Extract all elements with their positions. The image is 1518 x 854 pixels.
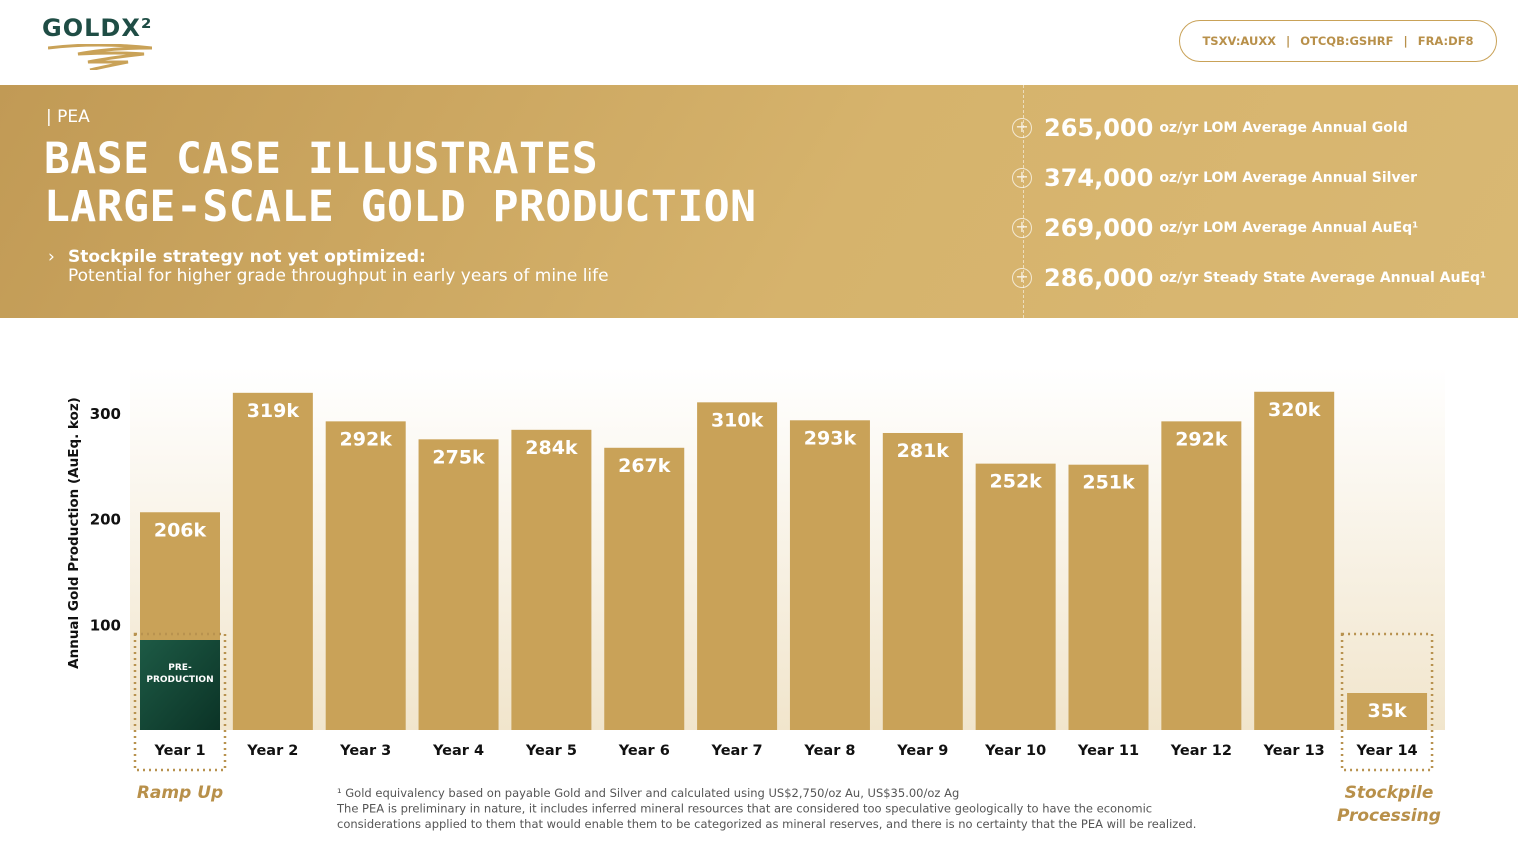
value-label: 292k	[1175, 428, 1228, 450]
x-tick-label: Year 8	[803, 743, 855, 759]
value-label: 319k	[247, 400, 300, 422]
bar	[1068, 464, 1149, 730]
value-label: 252k	[990, 471, 1043, 493]
x-tick-label: Year 12	[1170, 743, 1232, 759]
dotted-frame	[133, 632, 227, 772]
pre-production-block	[140, 640, 220, 730]
divider	[1023, 85, 1024, 318]
bar	[1254, 391, 1335, 730]
stat: +265,000 oz/yr LOM Average Annual Gold	[1012, 103, 1486, 153]
plus-icon: +	[1012, 118, 1032, 138]
x-tick-label: Year 14	[1355, 743, 1417, 759]
y-tick-label: 300	[90, 405, 121, 423]
bar	[604, 447, 685, 730]
bar	[1347, 693, 1428, 730]
value-label: 293k	[804, 427, 857, 449]
bar	[975, 463, 1056, 730]
plus-icon: +	[1012, 268, 1032, 288]
title-line: BASE CASE ILLUSTRATES	[44, 134, 599, 184]
x-tick-label: Year 10	[984, 743, 1046, 759]
title-line: LARGE-SCALE GOLD PRODUCTION	[44, 182, 757, 232]
value-label: 284k	[525, 437, 578, 459]
x-tick-label: Year 9	[896, 743, 948, 759]
title: BASE CASE ILLUSTRATES LARGE-SCALE GOLD P…	[44, 135, 756, 231]
value-label: 35k	[1368, 700, 1407, 722]
ticker-pill: TSXV:AUXX | OTCQB:GSHRF | FRA:DF8	[1179, 20, 1497, 62]
bullet: › Stockpile strategy not yet optimized: …	[48, 247, 609, 286]
kicker-text: PEA	[57, 107, 90, 127]
pre-production-label: PRE-PRODUCTION	[146, 663, 213, 685]
footnote: The PEA is preliminary in nature, it inc…	[336, 802, 1152, 816]
x-tick-label: Year 5	[525, 743, 577, 759]
x-tick-label: Year 11	[1077, 743, 1139, 759]
annotation: Stockpile Processing	[1337, 783, 1441, 826]
stats: +265,000 oz/yr LOM Average Annual Gold +37…	[1012, 103, 1486, 303]
value-label: 320k	[1268, 399, 1321, 421]
annotation: Ramp Up	[137, 783, 223, 803]
bar	[325, 421, 406, 730]
footnote: ¹ Gold equivalency based on payable Gold…	[337, 786, 959, 800]
bar	[697, 402, 778, 730]
x-tick-label: Year 1	[153, 743, 205, 759]
stat-text: oz/yr LOM Average Annual Silver	[1159, 170, 1417, 186]
bar	[418, 439, 499, 730]
logo-wave	[48, 44, 152, 70]
chart: 100 200 300 Annual Gold Production (AuEq. k…	[66, 367, 1445, 831]
bar	[232, 392, 313, 730]
x-tick-label: Year 13	[1263, 743, 1325, 759]
y-tick-label: 100	[90, 616, 121, 634]
y-axis-label: Annual Gold Production (AuEq. koz)	[66, 397, 82, 669]
stat-value: 374,000	[1044, 164, 1154, 192]
stat: +374,000 oz/yr LOM Average Annual Silver	[1012, 153, 1486, 203]
value-label: 292k	[340, 428, 393, 450]
ticker: FRA:DF8	[1417, 34, 1474, 48]
stat-value: 286,000	[1044, 264, 1154, 292]
plus-icon: +	[1012, 218, 1032, 238]
x-tick-label: Year 2	[246, 743, 298, 759]
kicker: | PEA	[46, 107, 90, 127]
ticker: TSXV:AUXX	[1202, 34, 1277, 48]
bullet-heading: Stockpile strategy not yet optimized:	[68, 247, 426, 267]
stat-value: 265,000	[1044, 114, 1154, 142]
stat-text: oz/yr LOM Average Annual AuEq¹	[1159, 220, 1419, 236]
bar	[511, 429, 592, 730]
stat-text: oz/yr Steady State Average Annual AuEq¹	[1159, 270, 1487, 286]
value-label: 206k	[154, 519, 207, 541]
ticker: OTCQB:GSHRF	[1300, 34, 1394, 48]
x-tick-label: Year 4	[432, 743, 484, 759]
value-label: 310k	[711, 409, 764, 431]
bar	[882, 432, 963, 730]
stat-value: 269,000	[1044, 214, 1154, 242]
stat: +286,000 oz/yr Steady State Average Annua…	[1012, 253, 1486, 303]
value-label: 251k	[1082, 472, 1135, 494]
plus-icon: +	[1012, 168, 1032, 188]
footnote: considerations applied to them that woul…	[337, 817, 1196, 831]
value-label: 281k	[897, 440, 950, 462]
bar	[1161, 421, 1242, 730]
dotted-frame	[1340, 632, 1434, 772]
y-tick-label: 200	[90, 511, 121, 529]
logo: GOLDX²	[42, 14, 153, 42]
stat: +269,000 oz/yr LOM Average Annual AuEq¹	[1012, 203, 1486, 253]
stat-text: oz/yr LOM Average Annual Gold	[1159, 120, 1408, 136]
banner: | PEA BASE CASE ILLUSTRATES LARGE-SCALE …	[0, 85, 1518, 318]
value-label: 267k	[618, 455, 671, 477]
x-tick-label: Year 7	[711, 743, 763, 759]
x-tick-label: Year 6	[618, 743, 670, 759]
x-tick-label: Year 3	[339, 743, 391, 759]
value-label: 275k	[432, 446, 485, 468]
bullet-text: Potential for higher grade throughput in…	[68, 266, 609, 286]
bar	[789, 420, 870, 730]
